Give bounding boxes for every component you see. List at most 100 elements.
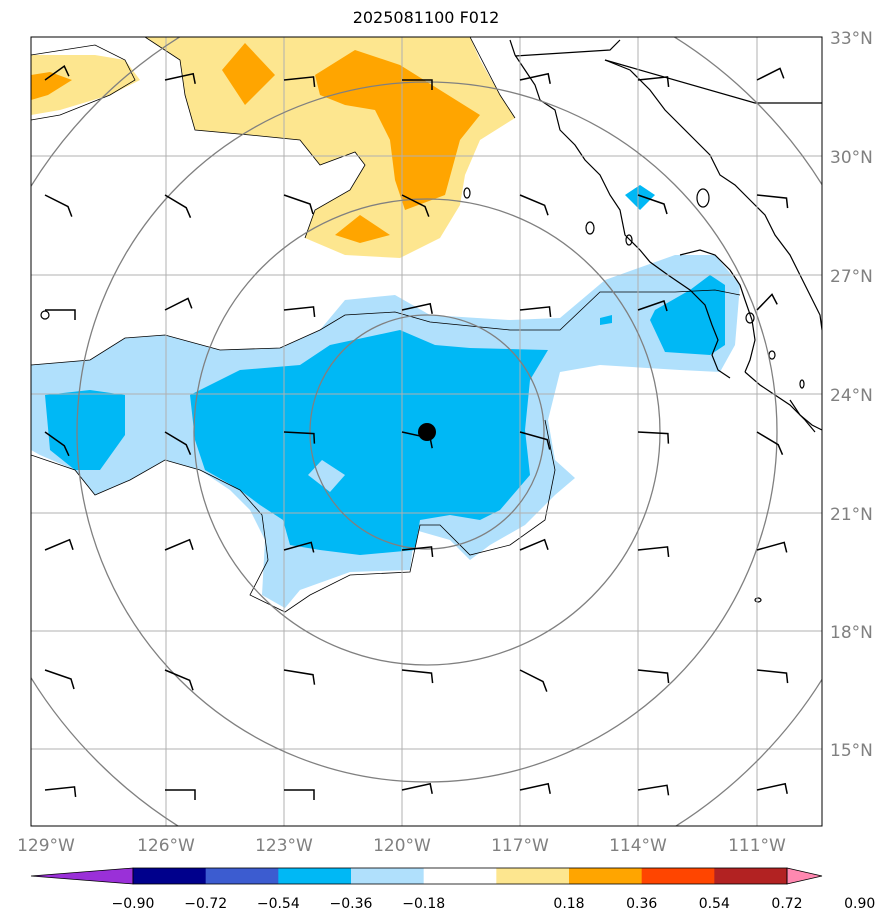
positive-anomaly-orange-3 xyxy=(335,215,390,243)
lat-label-18: 18°N xyxy=(830,623,873,643)
colorbar-tick-label: −0.72 xyxy=(184,896,227,912)
negative-anomaly-medium-central xyxy=(190,330,548,555)
coastline-mainland xyxy=(604,59,822,331)
wind-barb xyxy=(402,79,433,90)
wind-barb xyxy=(44,65,70,81)
coastline-gulf-east xyxy=(679,249,756,373)
lon-label-126: 126°W xyxy=(137,836,195,856)
colorbar: −0.90 −0.72 −0.54 −0.36 −0.18 0.18 0.36 0.54 0.7… xyxy=(30,867,875,912)
lat-label-21: 21°N xyxy=(830,505,873,525)
colorbar-tick-label: −0.54 xyxy=(257,896,300,912)
positive-anomaly-orange-2 xyxy=(315,50,480,210)
wind-barb xyxy=(283,669,316,685)
wind-barb xyxy=(756,669,789,684)
wind-barb xyxy=(45,309,76,320)
lon-labels: 129°W 126°W 123°W 120°W 117°W 114°W 111°… xyxy=(17,836,786,856)
island-5 xyxy=(745,312,755,324)
wind-barb xyxy=(519,194,549,216)
wind-barb xyxy=(637,194,668,215)
contour-positive-2 xyxy=(469,37,516,119)
colorbar-extend-low xyxy=(30,867,134,885)
wind-barb xyxy=(164,431,192,455)
range-rings xyxy=(31,37,822,826)
wind-barb xyxy=(164,538,194,551)
negative-anomaly-medium-west xyxy=(45,390,125,470)
colorbar-segment xyxy=(351,868,425,884)
coastline-mainland-2 xyxy=(789,399,822,431)
wind-barb xyxy=(519,538,549,551)
wind-barb xyxy=(756,293,778,311)
colorbar-tick-label: 0.72 xyxy=(771,896,802,912)
map-title: 2025081100 F012 xyxy=(352,8,500,27)
wind-barb xyxy=(44,431,70,457)
wind-barb xyxy=(284,789,315,800)
wind-barb xyxy=(519,669,548,692)
wind-barb xyxy=(519,782,551,794)
wind-barb xyxy=(401,782,433,794)
lat-labels: 33°N 30°N 27°N 24°N 21°N 18°N 15°N xyxy=(830,29,873,761)
wind-barb xyxy=(637,546,670,557)
negative-anomaly-medium-gulf xyxy=(625,185,655,210)
positive-anomaly-orange-1 xyxy=(222,43,275,105)
negative-anomaly-medium-east xyxy=(650,275,725,355)
lon-label-129: 129°W xyxy=(17,836,75,856)
wind-barb xyxy=(756,67,785,81)
lat-label-24: 24°N xyxy=(830,386,873,406)
colorbar-segment xyxy=(423,868,497,884)
coastline-baja xyxy=(509,39,731,379)
lon-label-117: 117°W xyxy=(491,836,549,856)
wind-barb xyxy=(637,431,670,444)
wind-barb xyxy=(44,786,77,797)
negative-anomaly-medium-spot xyxy=(600,315,612,325)
colorbar-tick-label: −0.18 xyxy=(402,896,445,912)
island-7 xyxy=(799,379,805,389)
lon-label-123: 123°W xyxy=(255,836,313,856)
lon-label-111: 111°W xyxy=(728,836,786,856)
wind-barb xyxy=(283,194,314,215)
wind-barb xyxy=(164,194,192,218)
wind-barb xyxy=(519,306,552,317)
wind-barb xyxy=(637,669,670,684)
lon-label-120: 120°W xyxy=(373,836,431,856)
colorbar-segment xyxy=(641,868,715,884)
wind-barb xyxy=(401,302,433,314)
colorbar-tick-label: 0.54 xyxy=(699,896,730,912)
lon-label-114: 114°W xyxy=(609,836,667,856)
wind-barb xyxy=(756,782,788,794)
border-arizona xyxy=(604,59,822,104)
wind-barb xyxy=(44,669,75,690)
lat-label-33: 33°N xyxy=(830,29,873,49)
wind-barb xyxy=(637,784,670,796)
wind-barb xyxy=(401,194,430,217)
wind-barb xyxy=(164,669,194,691)
wind-barb xyxy=(401,546,434,557)
wind-barb xyxy=(44,194,73,217)
wind-barb xyxy=(283,76,316,87)
island-1 xyxy=(585,221,595,235)
colorbar-outline xyxy=(132,867,788,885)
contour-negative-2 xyxy=(31,419,556,613)
colorbar-tick-label: 0.36 xyxy=(626,896,657,912)
wind-barb xyxy=(283,431,316,444)
colorbar-segment xyxy=(714,868,788,884)
wind-barb xyxy=(756,194,789,209)
wind-barb xyxy=(164,72,196,84)
colorbar-tick-label: 0.90 xyxy=(844,896,875,912)
wind-barb xyxy=(519,431,551,450)
border-us-mexico xyxy=(514,39,621,57)
colorbar-extend-high xyxy=(786,867,823,885)
wind-barb xyxy=(164,297,193,311)
island-8 xyxy=(754,597,762,603)
lat-label-15: 15°N xyxy=(830,741,873,761)
wind-barb xyxy=(637,300,668,312)
wind-barb xyxy=(756,431,784,455)
wind-barb xyxy=(44,538,74,551)
storm-center-marker xyxy=(418,423,436,441)
island-3 xyxy=(463,187,471,199)
colorbar-tick-label: −0.36 xyxy=(330,896,373,912)
map-grid xyxy=(31,37,822,826)
colorbar-segment xyxy=(569,868,643,884)
colorbar-tick-label: 0.18 xyxy=(553,896,584,912)
island-4 xyxy=(696,188,710,208)
